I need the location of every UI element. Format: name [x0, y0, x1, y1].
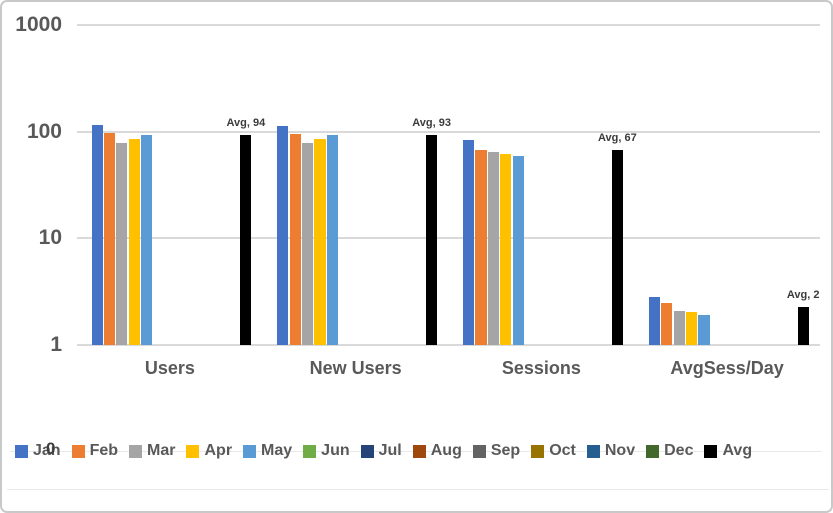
legend-label: Dec — [664, 442, 694, 459]
y-axis-tick-label: 100 — [26, 119, 62, 143]
bar-apr-new-users — [314, 139, 326, 345]
legend-swatch-avg — [704, 444, 718, 458]
bar-may-avgsess-day — [698, 315, 710, 345]
bar-apr-sessions — [500, 153, 512, 345]
legend-label: Feb — [89, 442, 119, 459]
legend-label: Jan — [33, 442, 61, 459]
legend-item-feb: Feb — [71, 442, 119, 460]
legend-swatch-jul — [360, 444, 374, 458]
avg-data-label: Avg, 93 — [412, 117, 451, 130]
legend-item-apr: Apr — [186, 442, 232, 460]
bar-jan-new-users — [277, 125, 289, 345]
legend-item-mar: Mar — [129, 442, 175, 460]
legend-item-jul: Jul — [360, 442, 402, 460]
legend-item-oct: Oct — [531, 442, 576, 460]
chart-legend: Jan Feb Mar Apr May Jun Jul Aug Sep Oct Nov Dec Avg — [15, 442, 752, 460]
legend-label: May — [261, 442, 293, 459]
y-axis-tick-label: 10 — [38, 226, 62, 250]
bar-jan-users — [91, 124, 103, 345]
bar-jan-avgsess-day — [648, 297, 660, 345]
category-axis-label-new-users: New Users — [309, 358, 402, 378]
legend-swatch-dec — [646, 444, 660, 458]
bar-apr-avgsess-day — [685, 311, 698, 345]
legend-swatch-may — [243, 444, 257, 458]
category-axis-label-users: Users — [144, 358, 195, 378]
bar-apr-users — [128, 138, 140, 345]
bar-jan-sessions — [463, 139, 475, 345]
legend-item-nov: Nov — [586, 442, 636, 460]
avg-data-label: Avg, 2 — [786, 289, 820, 302]
bar-mar-avgsess-day — [673, 310, 685, 345]
bar-feb-sessions — [475, 150, 487, 345]
legend-label: Avg — [722, 442, 753, 459]
bar-may-users — [141, 134, 153, 345]
gridline-100 — [77, 130, 820, 133]
category-axis-label-sessions: Sessions — [501, 358, 581, 378]
legend-label: Jul — [378, 442, 402, 459]
legend-label: Sep — [490, 442, 521, 459]
legend-swatch-aug — [412, 444, 426, 458]
bar-mar-new-users — [302, 143, 314, 345]
bar-avg-sessions — [611, 150, 623, 345]
legend-item-may: May — [243, 442, 292, 460]
legend-item-aug: Aug — [412, 442, 462, 460]
overlapping-zero-label: 0 — [46, 439, 56, 458]
lower-artifact-line — [7, 489, 829, 490]
legend-item-jun: Jun — [303, 442, 350, 460]
bar-feb-new-users — [289, 133, 301, 345]
legend-label: Apr — [204, 442, 233, 459]
legend-item-jan: Jan — [15, 442, 61, 460]
legend-label: Aug — [430, 442, 462, 459]
category-axis-label-avgsess-day: AvgSess/Day — [670, 358, 784, 378]
legend-swatch-apr — [186, 444, 200, 458]
legend-swatch-oct — [531, 444, 545, 458]
legend-item-sep: Sep — [472, 442, 521, 460]
legend-swatch-mar — [129, 444, 143, 458]
gridline-1 — [77, 344, 820, 346]
bar-avg-users — [240, 134, 252, 345]
bar-feb-avgsess-day — [661, 302, 673, 345]
legend-item-dec: Dec — [646, 442, 693, 460]
legend-item-avg: Avg — [704, 442, 752, 460]
legend-label: Oct — [549, 442, 576, 459]
legend-swatch-feb — [71, 444, 85, 458]
legend-swatch-nov — [586, 444, 600, 458]
gridline-10 — [77, 237, 820, 240]
legend-label: Jun — [321, 442, 350, 459]
bar-avg-new-users — [426, 135, 438, 345]
bar-mar-sessions — [487, 151, 499, 345]
bar-mar-users — [116, 142, 128, 345]
legend-swatch-sep — [472, 444, 486, 458]
bar-feb-users — [103, 133, 116, 345]
bar-may-sessions — [512, 156, 524, 345]
bar-avg-avgsess-day — [797, 307, 809, 345]
legend-swatch-jan — [15, 444, 28, 458]
gridline-1000 — [77, 23, 820, 26]
legend-label: Nov — [604, 442, 636, 459]
bar-may-new-users — [326, 135, 339, 345]
avg-data-label: Avg, 94 — [226, 116, 266, 129]
legend-swatch-jun — [303, 444, 317, 458]
y-axis-tick-label: 1 — [50, 333, 62, 356]
avg-data-label: Avg, 67 — [598, 132, 637, 145]
y-axis-tick-label: 1000 — [15, 12, 62, 36]
legend-label: Mar — [147, 442, 176, 459]
